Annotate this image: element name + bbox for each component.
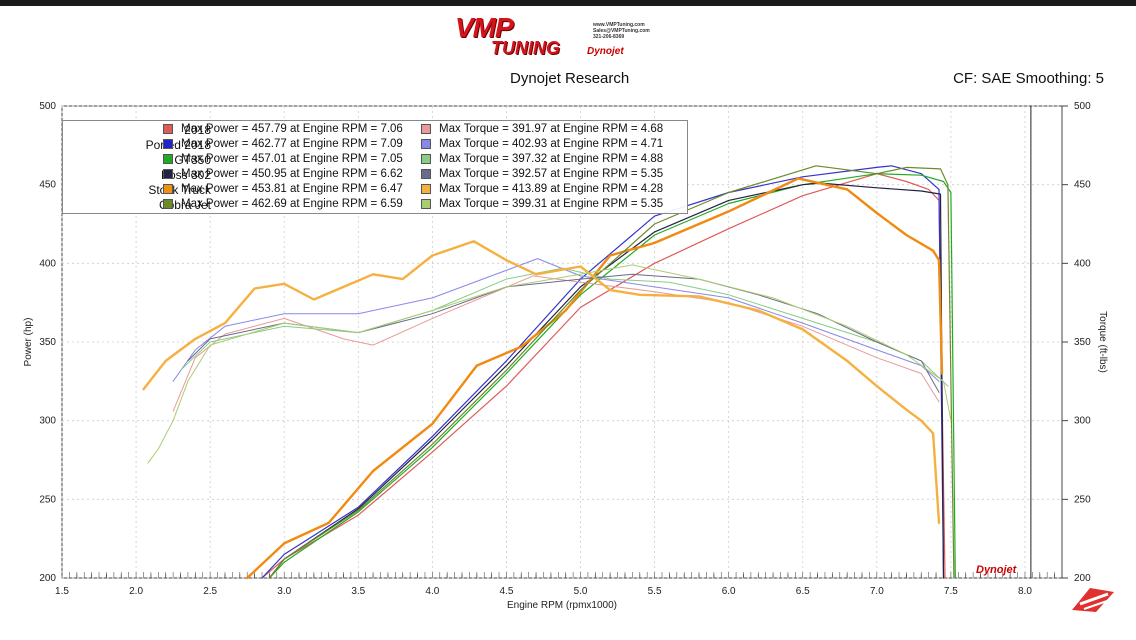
legend-power-swatch bbox=[163, 199, 173, 209]
y2-tick-label: 250 bbox=[1074, 494, 1091, 505]
x-tick-label: 3.0 bbox=[277, 586, 291, 597]
legend-torque-swatch bbox=[421, 139, 431, 149]
corner-logo-icon bbox=[1072, 588, 1114, 612]
legend-torque-text: Max Torque = 413.89 at Engine RPM = 4.28 bbox=[439, 183, 664, 195]
series-line-power-2018 bbox=[261, 173, 946, 579]
legend-power-text: Max Power = 462.77 at Engine RPM = 7.09 bbox=[181, 138, 403, 150]
legend-row: GT350 Max Power = 457.01 at Engine RPM =… bbox=[63, 153, 683, 168]
logo-contact: www.VMPTuning.com Sales@VMPTuning.com 32… bbox=[593, 22, 650, 40]
legend-power-swatch bbox=[163, 184, 173, 194]
legend-power-swatch bbox=[163, 154, 173, 164]
x-tick-label: 3.5 bbox=[351, 586, 365, 597]
y-tick-label: 200 bbox=[39, 573, 56, 584]
legend-row: Boss 302 Max Power = 450.95 at Engine RP… bbox=[63, 168, 683, 183]
legend-torque-text: Max Torque = 399.31 at Engine RPM = 5.35 bbox=[439, 198, 664, 210]
x-tick-label: 8.0 bbox=[1018, 586, 1032, 597]
logo-sub-text: TUNING bbox=[491, 38, 560, 58]
y2-tick-label: 450 bbox=[1074, 180, 1091, 191]
y-tick-label: 400 bbox=[39, 258, 56, 269]
logo-dynojet-text: Dynojet bbox=[587, 46, 624, 57]
legend-power-swatch bbox=[163, 169, 173, 179]
x-tick-label: 7.5 bbox=[944, 586, 958, 597]
report-title: Dynojet Research bbox=[510, 70, 630, 87]
x-tick-label: 7.0 bbox=[870, 586, 884, 597]
logo-contact-line: www.VMPTuning.com bbox=[593, 22, 645, 28]
legend-power-text: Max Power = 453.81 at Engine RPM = 6.47 bbox=[181, 183, 403, 195]
vmp-tuning-logo: VMP TUNING www.VMPTuning.com Sales@VMPTu… bbox=[455, 12, 685, 64]
dynojet-watermark: Dynojet bbox=[976, 564, 1017, 576]
legend-power-swatch bbox=[163, 139, 173, 149]
series-line-power-stock-truck bbox=[245, 177, 944, 580]
legend-power-text: Max Power = 457.79 at Engine RPM = 7.06 bbox=[181, 123, 403, 135]
x-tick-label: 6.5 bbox=[796, 586, 810, 597]
series-line-power-boss-302 bbox=[268, 182, 945, 579]
y2-tick-label: 300 bbox=[1074, 416, 1091, 427]
y-tick-label: 350 bbox=[39, 337, 56, 348]
x-axis-label: Engine RPM (rpmx1000) bbox=[507, 600, 617, 611]
legend-run-name: Ported 2018 bbox=[145, 138, 211, 152]
legend-power-swatch bbox=[163, 124, 173, 134]
legend-row: Stock Truck Max Power = 453.81 at Engine… bbox=[63, 183, 683, 198]
series-line-torque-stock-truck bbox=[142, 240, 941, 525]
y-tick-label: 500 bbox=[39, 101, 56, 112]
legend-torque-text: Max Torque = 391.97 at Engine RPM = 4.68 bbox=[439, 123, 664, 135]
x-tick-label: 5.5 bbox=[648, 586, 662, 597]
logo-main-text: VMP bbox=[455, 12, 514, 43]
series-line-power-cobra-jet bbox=[268, 165, 955, 579]
y-tick-label: 250 bbox=[39, 494, 56, 505]
series-line-power-ported-2018 bbox=[261, 165, 945, 579]
y2-axis-label: Torque (ft-lbs) bbox=[1097, 311, 1108, 373]
legend-run-name: 2018 bbox=[184, 123, 211, 137]
series-line-power-gt350 bbox=[268, 173, 956, 579]
y2-tick-label: 200 bbox=[1074, 573, 1091, 584]
x-tick-label: 2.5 bbox=[203, 586, 217, 597]
y-tick-label: 450 bbox=[39, 180, 56, 191]
legend-row: Ported 2018 Max Power = 462.77 at Engine… bbox=[63, 138, 683, 153]
legend-torque-text: Max Torque = 397.32 at Engine RPM = 4.88 bbox=[439, 153, 664, 165]
y2-tick-label: 400 bbox=[1074, 258, 1091, 269]
correction-factor-label: CF: SAE Smoothing: 5 bbox=[953, 70, 1104, 87]
legend-torque-swatch bbox=[421, 124, 431, 134]
series-line-torque-2018 bbox=[172, 275, 940, 412]
series-line-torque-ported-2018 bbox=[172, 258, 940, 382]
x-tick-label: 2.0 bbox=[129, 586, 143, 597]
legend-row: 2018 Max Power = 457.79 at Engine RPM = … bbox=[63, 123, 683, 138]
y2-tick-label: 500 bbox=[1074, 101, 1091, 112]
legend-run-name: GT350 bbox=[174, 153, 211, 167]
legend-torque-swatch bbox=[421, 169, 431, 179]
legend-torque-swatch bbox=[421, 154, 431, 164]
y-axis-label: Power (hp) bbox=[23, 318, 34, 367]
x-tick-label: 1.5 bbox=[55, 586, 69, 597]
y2-tick-label: 350 bbox=[1074, 337, 1091, 348]
legend-torque-text: Max Torque = 392.57 at Engine RPM = 5.35 bbox=[439, 168, 664, 180]
legend-power-text: Max Power = 462.69 at Engine RPM = 6.59 bbox=[181, 198, 403, 210]
y-tick-label: 300 bbox=[39, 416, 56, 427]
x-tick-label: 5.0 bbox=[574, 586, 588, 597]
x-tick-label: 4.5 bbox=[499, 586, 513, 597]
legend-torque-swatch bbox=[421, 199, 431, 209]
logo-contact-line: Sales@VMPTuning.com bbox=[593, 28, 650, 34]
chart-legend: 2018 Max Power = 457.79 at Engine RPM = … bbox=[62, 120, 688, 214]
legend-power-text: Max Power = 450.95 at Engine RPM = 6.62 bbox=[181, 168, 403, 180]
x-tick-label: 4.0 bbox=[425, 586, 439, 597]
legend-torque-swatch bbox=[421, 184, 431, 194]
legend-row: Cobra Jet Max Power = 462.69 at Engine R… bbox=[63, 198, 683, 213]
series-line-torque-cobra-jet bbox=[147, 264, 952, 464]
logo-contact-line: 321-206-8369 bbox=[593, 34, 625, 40]
legend-torque-text: Max Torque = 402.93 at Engine RPM = 4.71 bbox=[439, 138, 664, 150]
top-bar bbox=[0, 0, 1136, 6]
legend-run-name: Boss 302 bbox=[160, 168, 211, 182]
legend-power-text: Max Power = 457.01 at Engine RPM = 7.05 bbox=[181, 153, 403, 165]
x-tick-label: 6.0 bbox=[722, 586, 736, 597]
